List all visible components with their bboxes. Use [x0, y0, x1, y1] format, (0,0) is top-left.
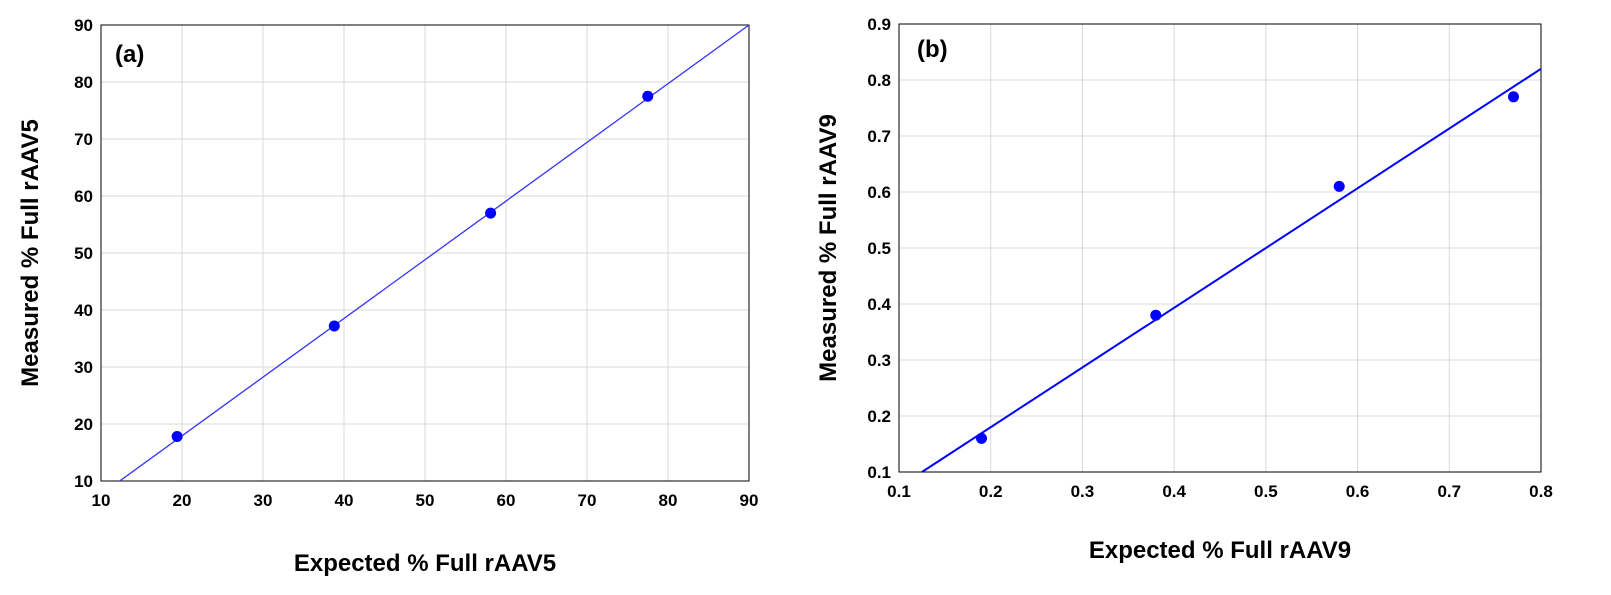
x-tick-label: 0.4 [1162, 482, 1186, 501]
x-tick-label: 80 [659, 491, 678, 510]
y-tick-label: 90 [74, 16, 93, 35]
regression-line [921, 67, 1542, 473]
regression-line [119, 24, 750, 482]
data-point [642, 90, 654, 102]
y-tick-label: 10 [74, 472, 93, 491]
y-tick-label: 70 [74, 130, 93, 149]
y-tick-label: 0.2 [867, 407, 891, 426]
x-tick-label: 20 [173, 491, 192, 510]
x-tick-label: 0.5 [1254, 482, 1278, 501]
x-tick-labels: 10 20 30 40 50 60 70 80 90 [92, 491, 759, 510]
x-tick-label: 0.6 [1346, 482, 1370, 501]
y-tick-label: 0.9 [867, 15, 891, 34]
x-tick-label: 50 [416, 491, 435, 510]
x-tick-label: 40 [335, 491, 354, 510]
y-tick-label: 0.3 [867, 351, 891, 370]
x-tick-label: 30 [254, 491, 273, 510]
x-tick-label: 0.7 [1437, 482, 1461, 501]
y-tick-label: 0.4 [867, 295, 891, 314]
data-points [976, 91, 1519, 444]
x-tick-labels: 0.1 0.2 0.3 0.4 0.5 0.6 0.7 0.8 [887, 482, 1553, 501]
x-tick-label: 0.2 [979, 482, 1003, 501]
x-tick-label: 10 [92, 491, 111, 510]
y-tick-labels: 10 20 30 40 50 60 70 80 90 [74, 16, 93, 491]
y-tick-label: 80 [74, 73, 93, 92]
data-point [1507, 91, 1519, 103]
y-tick-label: 60 [74, 187, 93, 206]
y-tick-label: 0.1 [867, 463, 891, 482]
y-tick-label: 0.5 [867, 239, 891, 258]
x-axis-title: Expected % Full rAAV5 [294, 550, 556, 577]
data-points [171, 90, 654, 443]
y-tick-labels: 0.1 0.2 0.3 0.4 0.5 0.6 0.7 0.8 0.9 [867, 15, 891, 482]
plot-area [898, 23, 1542, 473]
x-tick-label: 70 [578, 491, 597, 510]
y-axis-title: Measured % Full rAAV9 [815, 114, 842, 382]
y-tick-label: 30 [74, 358, 93, 377]
data-point [328, 320, 340, 332]
plot-area [100, 24, 750, 482]
chart-panel-a: 10 20 30 40 50 60 70 80 90 10 20 30 40 50 60 70 80 90 (a… [17, 16, 758, 577]
y-tick-label: 0.7 [867, 127, 891, 146]
data-point [1150, 309, 1162, 321]
grid-lines [898, 23, 1542, 473]
y-tick-label: 40 [74, 301, 93, 320]
data-point [171, 431, 183, 443]
data-point [485, 207, 497, 219]
data-point [976, 432, 988, 444]
x-tick-label: 0.1 [887, 482, 911, 501]
x-tick-label: 90 [740, 491, 759, 510]
y-axis-title: Measured % Full rAAV5 [17, 119, 44, 387]
x-axis-title: Expected % Full rAAV9 [1089, 537, 1351, 564]
x-tick-label: 0.8 [1529, 482, 1553, 501]
x-tick-label: 60 [497, 491, 516, 510]
y-tick-label: 0.6 [867, 183, 891, 202]
x-tick-label: 0.3 [1071, 482, 1095, 501]
data-point [1333, 180, 1345, 192]
y-tick-label: 0.8 [867, 71, 891, 90]
y-tick-label: 50 [74, 244, 93, 263]
chart-panel-b: 0.1 0.2 0.3 0.4 0.5 0.6 0.7 0.8 0.1 0.2 0.3 0.4 0.5… [815, 15, 1553, 564]
panel-label: (a) [115, 41, 144, 68]
y-tick-label: 20 [74, 415, 93, 434]
panel-label: (b) [917, 36, 948, 63]
